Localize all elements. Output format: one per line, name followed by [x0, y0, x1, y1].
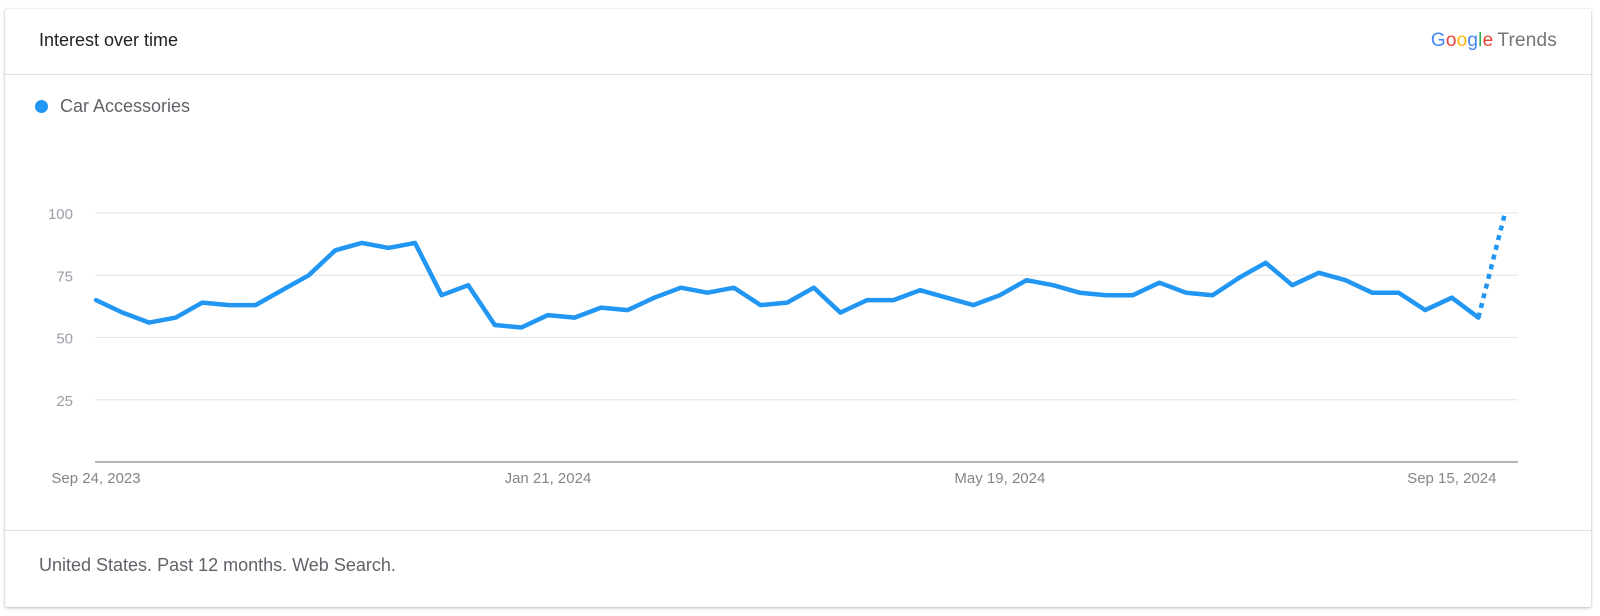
brand-letter: o	[1445, 30, 1457, 51]
chart-legend: Car Accessories	[35, 96, 190, 117]
google-wordmark: Google	[1431, 30, 1494, 51]
series-line-partial	[1476, 212, 1508, 319]
card-footer: United States. Past 12 months. Web Searc…	[5, 530, 1591, 607]
x-tick-label: Jan 21, 2024	[505, 470, 592, 487]
card-title: Interest over time	[39, 30, 179, 50]
interest-over-time-card: Interest over time Google Trends Car Acce…	[5, 9, 1591, 607]
x-tick-label: Sep 15, 2024	[1407, 470, 1496, 487]
brand-letter: l	[1478, 30, 1483, 51]
legend-dot-icon	[35, 100, 48, 113]
x-tick-label: May 19, 2024	[954, 470, 1045, 487]
brand-letter: o	[1456, 30, 1468, 51]
y-tick-label: 50	[56, 331, 73, 348]
legend-label: Car Accessories	[60, 96, 191, 116]
y-tick-label: 100	[48, 206, 73, 223]
google-trends-logo[interactable]: Google Trends	[1431, 30, 1557, 52]
y-tick-label: 25	[56, 393, 73, 410]
card-header: Interest over time Google Trends	[5, 9, 1591, 75]
footer-text: United States. Past 12 months. Web Searc…	[39, 555, 396, 575]
x-tick-label: Sep 24, 2023	[51, 470, 140, 487]
series-line-car-accessories	[93, 240, 1481, 330]
y-tick-label: 75	[56, 268, 73, 285]
brand-letter: e	[1482, 30, 1494, 51]
brand-letter: g	[1467, 30, 1479, 51]
trends-wordmark: Trends	[1497, 30, 1557, 51]
line-chart: 25 50 75 100 Sep 24, 2023 Jan 21, 2024 May 19,…	[48, 206, 1518, 487]
brand-letter: G	[1430, 30, 1446, 51]
